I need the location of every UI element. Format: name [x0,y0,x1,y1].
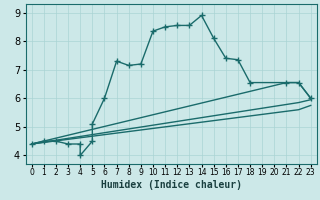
X-axis label: Humidex (Indice chaleur): Humidex (Indice chaleur) [101,180,242,190]
